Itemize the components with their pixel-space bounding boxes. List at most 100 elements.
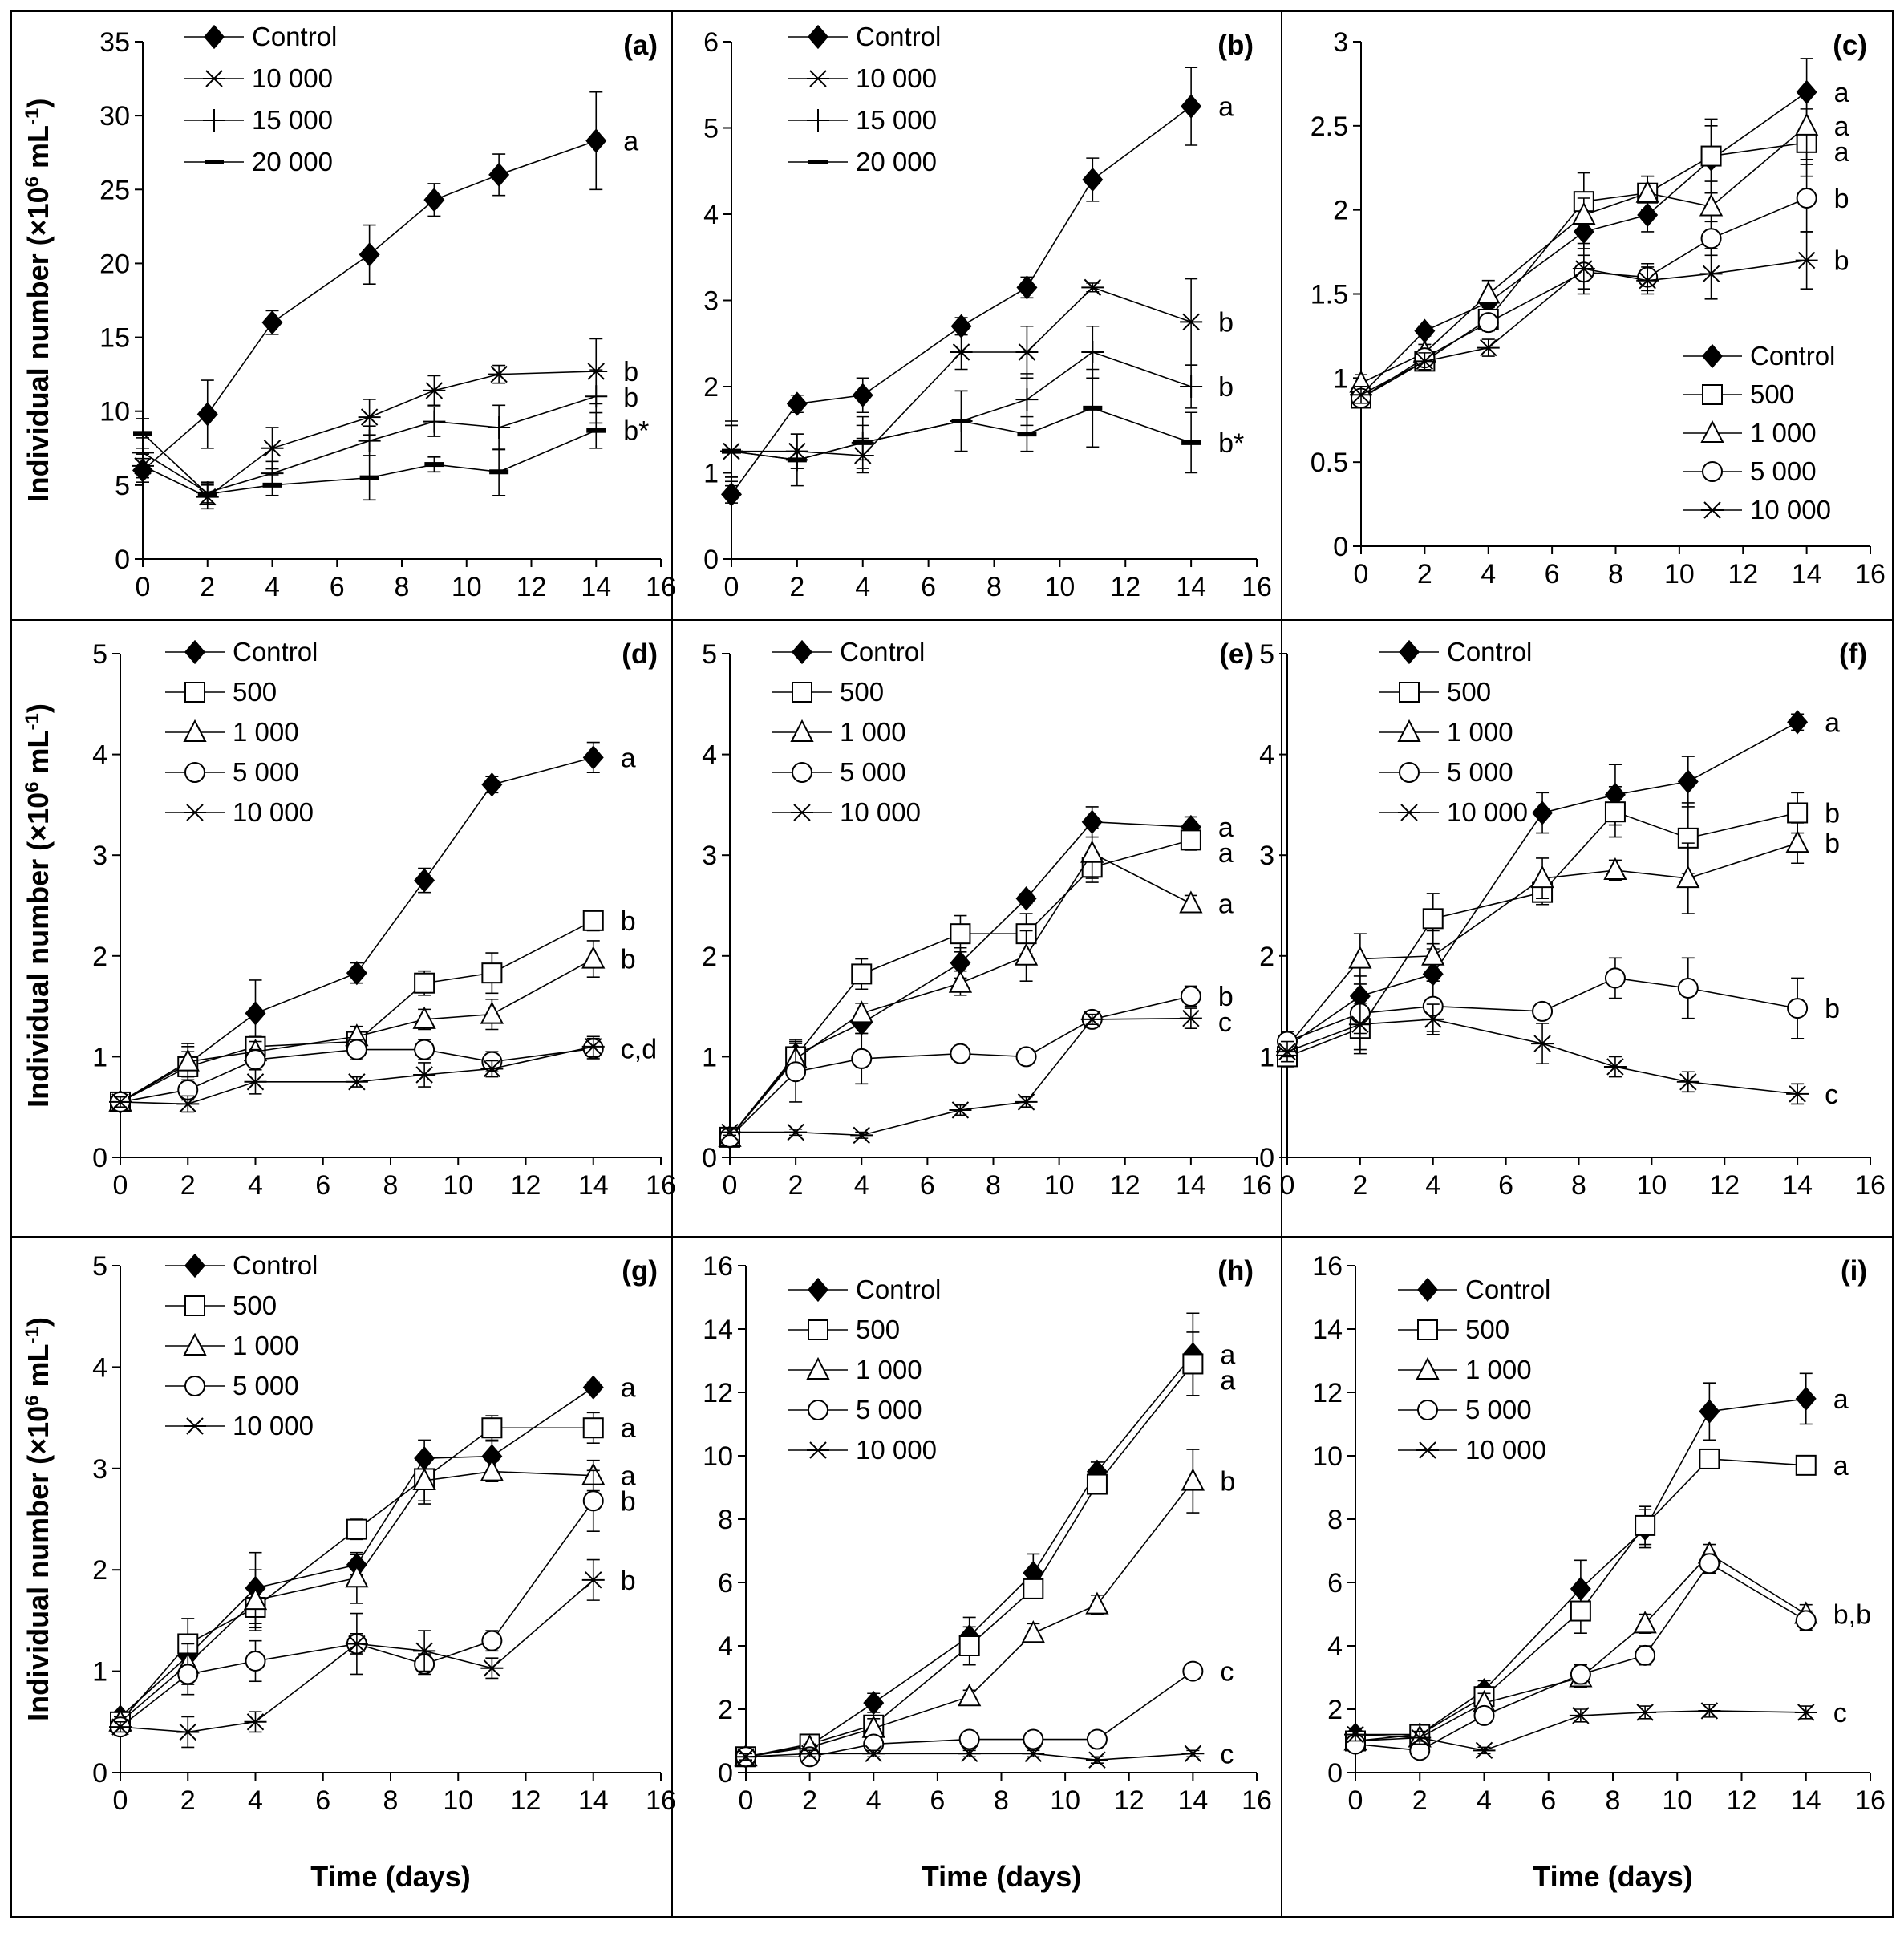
significance-letter: a [1825, 707, 1840, 738]
data-point [413, 1066, 436, 1084]
data-point [585, 385, 608, 408]
x-tick-label: 16 [1242, 572, 1272, 602]
x-tick-label: 12 [1727, 1785, 1757, 1816]
data-point [582, 1417, 604, 1439]
x-tick-label: 12 [511, 1785, 541, 1816]
legend-marker [791, 804, 813, 821]
data-point [1081, 278, 1104, 297]
data-point [1421, 942, 1445, 966]
data-point [1477, 338, 1500, 357]
data-point [1017, 432, 1037, 437]
legend-marker [183, 719, 207, 742]
legend-marker [792, 639, 812, 665]
data-point [1699, 265, 1723, 283]
y-axis-label-superscript: -1 [22, 1327, 43, 1343]
y-tick-label: 3 [702, 841, 717, 871]
data-point [950, 923, 971, 945]
significance-letter: b [621, 1566, 636, 1596]
data-point [1021, 1620, 1045, 1643]
legend-marker [1702, 343, 1723, 369]
data-point [1180, 829, 1201, 851]
data-point [958, 1745, 981, 1763]
legend: Control 500 1 000 5 000 10 000 [1683, 341, 1835, 525]
data-point [798, 1745, 821, 1763]
legend-entry: 5 000 [1465, 1395, 1532, 1424]
x-tick-label: 2 [200, 572, 215, 602]
data-point [1408, 1728, 1432, 1747]
y-tick-label: 5 [1259, 639, 1274, 670]
legend-entry: 1 000 [1750, 418, 1817, 448]
significance-letter: b [621, 945, 636, 975]
data-point [1699, 1399, 1720, 1424]
significance-letter: b [1825, 829, 1840, 859]
x-tick-label: 6 [1498, 1170, 1513, 1201]
legend-entry: 10 000 [233, 797, 314, 827]
x-tick-label: 14 [578, 1170, 609, 1201]
data-point [1023, 1578, 1044, 1599]
legend-entry: 1 000 [856, 1355, 922, 1384]
y-tick-label: 1 [702, 1042, 717, 1072]
x-tick-label: 0 [739, 1785, 754, 1816]
y-axis-label-part: mL [22, 1343, 55, 1395]
legend-marker [1416, 1441, 1439, 1459]
legend-entry: 15 000 [856, 105, 937, 135]
significance-letter: b [621, 906, 636, 937]
data-point [1604, 967, 1626, 989]
significance-letter: b [623, 357, 638, 387]
data-point [176, 1095, 200, 1113]
data-point [197, 491, 217, 496]
data-point [851, 963, 873, 985]
significance-letter: a [621, 743, 636, 773]
y-tick-label: 0 [718, 1758, 733, 1789]
data-point [1015, 343, 1039, 361]
legend-entry: 20 000 [856, 147, 937, 176]
x-tick-label: 6 [315, 1785, 330, 1816]
data-point [862, 1745, 885, 1763]
data-point [423, 382, 446, 399]
significance-letter: b,b [1833, 1600, 1871, 1631]
data-point [1794, 1704, 1817, 1721]
x-tick-label: 4 [248, 1785, 263, 1816]
panel-label: (d) [622, 638, 658, 670]
data-point [358, 408, 381, 426]
x-tick-label: 6 [1545, 559, 1560, 590]
x-tick-label: 12 [517, 572, 547, 602]
x-tick-label: 4 [265, 572, 280, 602]
legend: Control 500 1 000 5 000 10 000 [165, 637, 318, 827]
data-point [1015, 886, 1037, 911]
x-tick-label: 16 [1855, 1785, 1886, 1816]
data-point [1016, 275, 1038, 300]
data-point [488, 365, 511, 383]
x-tick-label: 16 [1855, 559, 1886, 590]
data-point [1181, 94, 1202, 119]
legend-marker [808, 24, 828, 50]
data-point [581, 1038, 605, 1056]
data-point [1699, 193, 1724, 217]
legend-entry: 20 000 [252, 147, 333, 176]
data-point [1635, 1514, 1656, 1536]
legend-entry: 10 000 [856, 1435, 937, 1465]
x-tick-label: 2 [180, 1785, 196, 1816]
x-tick-label: 16 [1242, 1170, 1272, 1201]
chart-panel: 0 2 4 6 8 10 12 14 16 0 2 4 6 8 10 12 14 16 (h) aa b c c Contro… [703, 1251, 1272, 1893]
legend: Control 500 1 000 5 000 10 000 [165, 1250, 318, 1441]
y-tick-label: 4 [92, 740, 107, 771]
x-tick-label: 14 [1176, 572, 1206, 602]
x-tick-label: 2 [1352, 1170, 1367, 1201]
significance-letter: b [1825, 798, 1840, 829]
x-tick-label: 16 [646, 572, 676, 602]
significance-letter: b [623, 383, 638, 413]
y-axis-label-part: mL [22, 125, 55, 176]
y-tick-label: 2 [1327, 1695, 1343, 1725]
data-point [735, 1748, 757, 1765]
y-tick-label: 12 [1312, 1378, 1343, 1408]
y-tick-label: 20 [99, 249, 130, 279]
y-tick-label: 6 [1327, 1568, 1343, 1599]
legend-marker [807, 109, 829, 132]
significance-letter: b [1220, 1467, 1235, 1497]
x-tick-label: 6 [930, 1785, 945, 1816]
y-tick-label: 0 [92, 1758, 107, 1789]
